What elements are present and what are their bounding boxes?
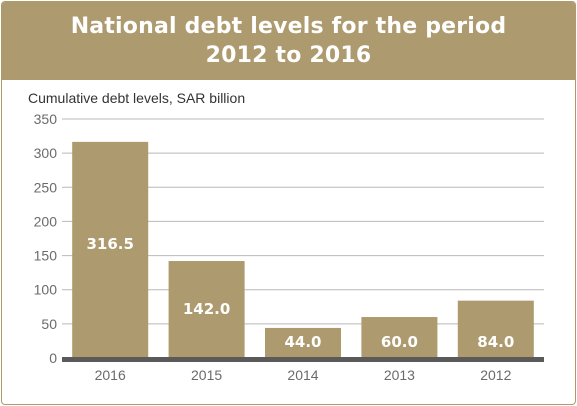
- y-tick-label-100: 100: [34, 282, 58, 298]
- bar-2014: [265, 327, 341, 358]
- bar-2015: [168, 261, 245, 358]
- bars: [72, 141, 534, 358]
- y-tick-label-250: 250: [34, 179, 58, 195]
- x-tick-label-2016: 2016: [95, 367, 126, 383]
- y-tick-label-50: 50: [41, 316, 57, 332]
- y-tick-label-200: 200: [34, 213, 58, 229]
- y-axis-label: Cumulative debt levels, SAR billion: [28, 90, 246, 106]
- x-axis: [62, 357, 544, 362]
- y-tick-label-150: 150: [34, 248, 58, 264]
- bar-2012: [457, 300, 534, 358]
- x-tick-label-2013: 2013: [384, 367, 415, 383]
- y-axis-ticks: 0 50 100 150 200 250 300 350: [34, 111, 58, 366]
- data-label-2016: 316.5: [86, 235, 133, 253]
- data-labels: 316.5 142.0 44.0 60.0 84.0: [86, 235, 514, 351]
- data-label-2012: 84.0: [477, 333, 514, 351]
- data-label-2013: 60.0: [381, 333, 418, 351]
- data-label-2014: 44.0: [284, 333, 321, 351]
- bar-2013: [361, 317, 438, 358]
- data-label-2015: 142.0: [183, 300, 230, 318]
- y-tick-label-350: 350: [34, 111, 58, 127]
- x-axis-baseline: [62, 357, 544, 362]
- chart-title-line-2: 2012 to 2016: [205, 43, 372, 68]
- chart-title-line-1: National debt levels for the period: [70, 14, 507, 39]
- y-tick-label-0: 0: [49, 350, 57, 366]
- category-labels: 2016 2015 2014 2013 2012: [95, 367, 512, 383]
- x-tick-label-2012: 2012: [480, 367, 511, 383]
- y-tick-label-300: 300: [34, 145, 58, 161]
- bar-2016: [72, 141, 149, 358]
- x-tick-label-2015: 2015: [191, 367, 222, 383]
- title-banner: National debt levels for the period 2012…: [2, 2, 575, 80]
- x-tick-label-2014: 2014: [287, 367, 318, 383]
